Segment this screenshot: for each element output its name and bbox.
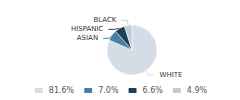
svg-text:4.9%: 4.9% <box>187 86 208 95</box>
svg-text:81.6%: 81.6% <box>49 86 75 95</box>
svg-text:7.0%: 7.0% <box>98 86 119 95</box>
svg-text:6.6%: 6.6% <box>143 86 164 95</box>
svg-text:BLACK: BLACK <box>93 16 116 24</box>
svg-text:HISPANIC: HISPANIC <box>71 25 104 33</box>
svg-text:ASIAN: ASIAN <box>77 34 98 42</box>
svg-text:WHITE: WHITE <box>159 71 182 79</box>
